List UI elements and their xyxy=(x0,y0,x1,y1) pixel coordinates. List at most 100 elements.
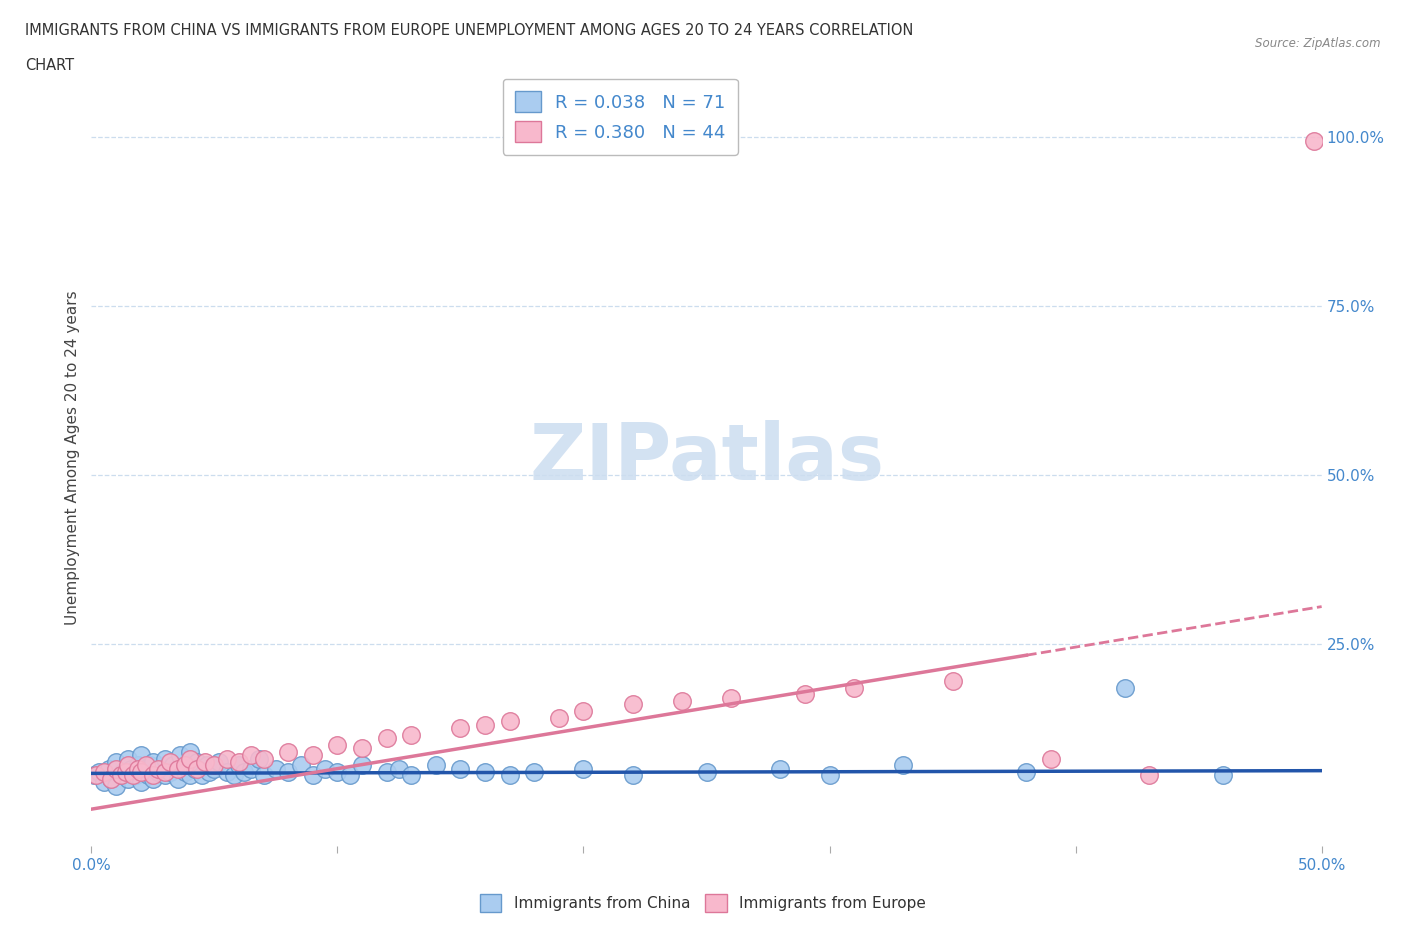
Point xyxy=(240,761,263,776)
Point xyxy=(120,761,142,776)
Text: Source: ZipAtlas.com: Source: ZipAtlas.com xyxy=(1256,37,1381,50)
Point xyxy=(842,680,865,695)
Point xyxy=(208,754,231,769)
Point xyxy=(425,758,447,773)
Point xyxy=(474,764,496,779)
Point xyxy=(100,771,122,786)
Point xyxy=(183,761,207,776)
Point xyxy=(117,751,139,766)
Point xyxy=(314,761,336,776)
Point xyxy=(159,754,181,769)
Point xyxy=(232,764,256,779)
Point xyxy=(166,761,188,776)
Point xyxy=(162,758,184,773)
Point xyxy=(228,754,250,769)
Point xyxy=(105,761,127,776)
Point xyxy=(195,758,218,773)
Point xyxy=(174,764,197,779)
Point xyxy=(572,704,595,719)
Point xyxy=(264,761,287,776)
Text: CHART: CHART xyxy=(25,58,75,73)
Point xyxy=(124,768,146,783)
Point xyxy=(247,751,270,766)
Point xyxy=(720,690,742,705)
Point xyxy=(1039,751,1063,766)
Point xyxy=(146,764,169,779)
Point xyxy=(891,758,914,773)
Point xyxy=(114,764,138,779)
Point xyxy=(498,714,520,729)
Point xyxy=(301,768,323,783)
Point xyxy=(122,768,145,783)
Y-axis label: Unemployment Among Ages 20 to 24 years: Unemployment Among Ages 20 to 24 years xyxy=(65,291,80,625)
Point xyxy=(941,673,963,688)
Point xyxy=(142,771,165,786)
Point xyxy=(474,717,496,732)
Point xyxy=(1139,768,1161,783)
Point xyxy=(547,711,569,725)
Point xyxy=(290,758,312,773)
Point xyxy=(105,754,127,769)
Point xyxy=(215,751,238,766)
Point xyxy=(326,737,349,752)
Point xyxy=(186,761,208,776)
Point xyxy=(228,758,250,773)
Point xyxy=(117,771,139,786)
Legend: R = 0.038   N = 71, R = 0.380   N = 44: R = 0.038 N = 71, R = 0.380 N = 44 xyxy=(503,79,738,154)
Point xyxy=(136,768,159,783)
Point xyxy=(135,764,156,779)
Point xyxy=(1114,680,1136,695)
Text: ZIPatlas: ZIPatlas xyxy=(529,420,884,496)
Point xyxy=(146,761,169,776)
Point xyxy=(135,758,156,773)
Point xyxy=(572,761,595,776)
Point xyxy=(375,731,398,746)
Point xyxy=(191,768,214,783)
Point xyxy=(110,768,132,783)
Point xyxy=(339,768,361,783)
Point xyxy=(388,761,411,776)
Point xyxy=(159,764,181,779)
Point xyxy=(112,764,135,779)
Point xyxy=(352,741,374,756)
Point xyxy=(449,721,471,736)
Point xyxy=(129,775,152,790)
Point xyxy=(301,748,323,763)
Point xyxy=(169,748,191,763)
Point xyxy=(253,768,276,783)
Point xyxy=(793,687,815,702)
Point xyxy=(117,758,139,773)
Point xyxy=(202,761,225,776)
Point xyxy=(166,771,188,786)
Point xyxy=(153,768,177,783)
Point xyxy=(142,754,165,769)
Point xyxy=(93,775,115,790)
Point xyxy=(153,751,177,766)
Point xyxy=(202,758,225,773)
Point xyxy=(1303,133,1326,148)
Point xyxy=(100,771,122,786)
Point xyxy=(149,761,172,776)
Point xyxy=(215,764,238,779)
Point xyxy=(129,764,152,779)
Point xyxy=(105,778,127,793)
Point xyxy=(193,754,217,769)
Point xyxy=(818,768,841,783)
Point xyxy=(621,768,644,783)
Point xyxy=(1015,764,1038,779)
Point xyxy=(83,768,105,783)
Point xyxy=(523,764,546,779)
Point xyxy=(198,764,221,779)
Legend: Immigrants from China, Immigrants from Europe: Immigrants from China, Immigrants from E… xyxy=(474,888,932,918)
Text: IMMIGRANTS FROM CHINA VS IMMIGRANTS FROM EUROPE UNEMPLOYMENT AMONG AGES 20 TO 24: IMMIGRANTS FROM CHINA VS IMMIGRANTS FROM… xyxy=(25,23,914,38)
Point xyxy=(375,764,398,779)
Point xyxy=(139,758,162,773)
Point xyxy=(93,764,115,779)
Point xyxy=(253,751,276,766)
Point xyxy=(127,758,149,773)
Point xyxy=(222,768,246,783)
Point xyxy=(1212,768,1234,783)
Point xyxy=(127,761,149,776)
Point xyxy=(153,764,177,779)
Point xyxy=(277,744,299,759)
